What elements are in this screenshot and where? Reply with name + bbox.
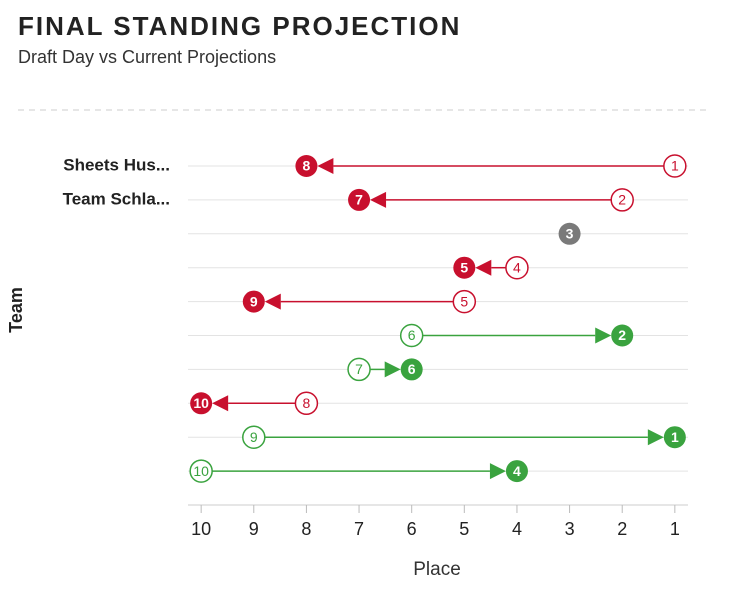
current-label: 8	[303, 158, 311, 174]
draft-label: 6	[408, 327, 416, 343]
x-tick-label: 3	[565, 519, 575, 539]
x-tick-label: 1	[670, 519, 680, 539]
x-tick-label: 9	[249, 519, 259, 539]
draft-label: 9	[250, 429, 258, 445]
x-tick-label: 4	[512, 519, 522, 539]
current-dot	[558, 222, 581, 245]
current-label: 6	[408, 361, 416, 377]
arrow-head	[647, 429, 664, 446]
current-label: 7	[355, 192, 363, 208]
draft-label: 2	[618, 192, 626, 208]
y-axis-label: Team	[6, 287, 26, 333]
draft-label: 1	[671, 158, 679, 174]
current-label: 9	[250, 293, 258, 309]
y-tick-label: Team Schla...	[63, 189, 170, 208]
current-dot	[453, 256, 476, 279]
current-label: 4	[513, 463, 521, 479]
arrow-head	[370, 191, 387, 208]
current-dot	[295, 155, 318, 177]
current-dot	[663, 426, 686, 449]
arrow-head	[212, 395, 229, 412]
x-tick-label: 10	[191, 519, 211, 539]
arrow-head	[489, 463, 506, 480]
x-tick-label: 2	[617, 519, 627, 539]
draft-dot	[399, 323, 424, 348]
current-dot	[190, 392, 213, 415]
current-label: 2	[618, 327, 626, 343]
draft-label: 10	[193, 463, 209, 479]
current-label: 3	[566, 226, 574, 242]
current-dot	[611, 324, 634, 347]
draft-dot	[347, 357, 371, 382]
current-label: 5	[460, 259, 468, 275]
arrow-head	[475, 259, 492, 276]
chart-title: FINAL STANDING PROJECTION	[18, 11, 461, 41]
arrow-head	[595, 327, 612, 344]
current-dot	[505, 460, 528, 483]
x-tick-label: 7	[354, 519, 364, 539]
draft-label: 4	[513, 259, 521, 275]
arrow-head	[384, 361, 401, 378]
x-tick-label: 5	[459, 519, 469, 539]
draft-label: 7	[355, 361, 363, 377]
x-axis-label: Place	[413, 559, 461, 580]
draft-dot	[663, 154, 687, 178]
draft-label: 8	[303, 395, 311, 411]
draft-dot	[505, 255, 529, 280]
current-label: 1	[671, 429, 679, 445]
current-label: 10	[193, 395, 209, 411]
y-tick-label: Sheets Hus...	[63, 155, 170, 174]
current-dot	[242, 290, 265, 313]
current-dot	[348, 188, 371, 211]
draft-dot	[189, 459, 213, 483]
draft-dot	[294, 391, 319, 416]
arrow-head	[317, 158, 334, 174]
draft-dot	[452, 289, 477, 314]
draft-dot	[242, 425, 266, 449]
draft-label: 5	[460, 293, 468, 309]
draft-dot	[610, 188, 634, 212]
current-dot	[400, 358, 423, 381]
chart-subtitle: Draft Day vs Current Projections	[18, 47, 276, 67]
x-tick-label: 8	[301, 519, 311, 539]
x-tick-label: 6	[407, 519, 417, 539]
arrow-head	[264, 293, 281, 310]
